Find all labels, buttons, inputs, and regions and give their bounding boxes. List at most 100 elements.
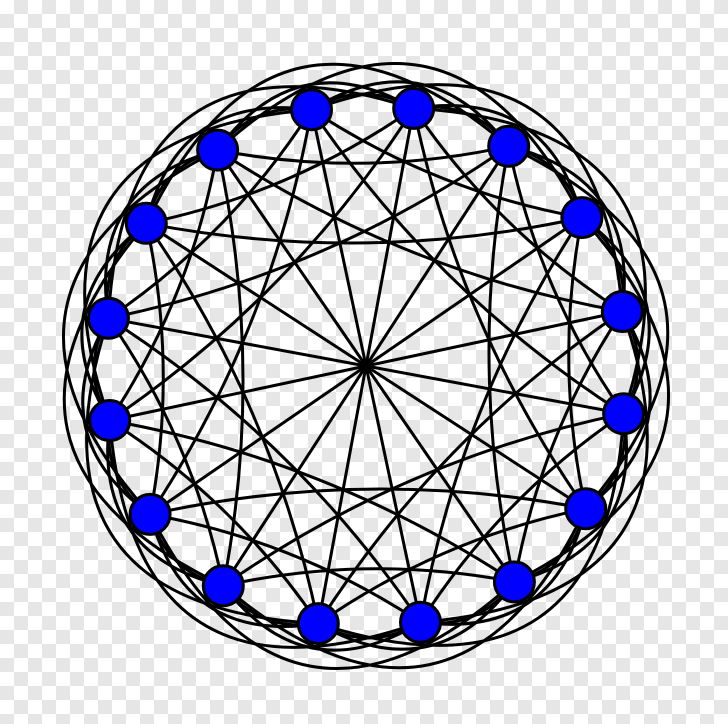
chord-edge-skip-5 [310, 108, 625, 415]
chord-edge-skip-3 [419, 412, 625, 624]
skip-2-arc-edge [144, 106, 312, 224]
chord-edge-skip-5 [487, 146, 516, 583]
spoke-edge [364, 365, 516, 583]
chord-edge-skip-5 [419, 216, 584, 623]
vertices-layer [86, 86, 646, 646]
chord-edge-skip-3 [107, 108, 313, 320]
chord-edge-skip-3 [149, 512, 422, 624]
outer-loop-edge [508, 144, 670, 510]
spoke-edge [364, 365, 422, 623]
skip-2-arc-edge [148, 514, 319, 628]
outer-loop-edge [420, 311, 649, 624]
outer-loop-edge [222, 508, 588, 670]
chord-edge-skip-3 [567, 217, 588, 510]
chord-edge-skip-5 [149, 487, 586, 516]
skip-2-arc-edge [514, 413, 628, 584]
spoke-edge [216, 149, 368, 367]
graph-vertex [124, 201, 168, 245]
skip-2-arc-edge [106, 420, 224, 588]
outer-loop-edge [148, 513, 516, 671]
graph-vertex [88, 399, 132, 442]
spoke-edge [364, 145, 510, 367]
spoke-edge [109, 364, 367, 422]
outer-loop-edge [216, 61, 584, 219]
chord-edge-skip-3 [317, 507, 587, 625]
spoke-edge [149, 364, 367, 516]
skip-2-arc-edge [216, 81, 415, 151]
chord-edge-skip-3 [144, 222, 165, 515]
graph-vertex [201, 564, 245, 608]
chord-edge-skip-5 [216, 149, 245, 586]
spoke-edge [365, 364, 587, 510]
skip-2-arc-edge [222, 584, 422, 652]
spoke-edge [365, 364, 624, 416]
graph-vertex [128, 492, 172, 536]
spoke-edge [145, 222, 367, 368]
chord-edge-skip-5 [146, 216, 583, 245]
graph-vertex [399, 600, 442, 644]
spoke-edge [365, 216, 583, 368]
chord-edge-skip-5 [107, 317, 422, 624]
skip-2-arc-edge [420, 508, 588, 626]
chord-edge-skip-3 [310, 108, 583, 220]
skip-2-arc-edge [104, 148, 218, 319]
chord-edge-skip-5 [145, 222, 320, 624]
spoke-edge [310, 109, 368, 367]
edges-layer [61, 61, 671, 671]
graph-vertex [296, 602, 340, 646]
skip-2-arc-edge [508, 144, 626, 312]
chord-edge-skip-3 [217, 144, 510, 165]
graph-vertex [86, 296, 130, 340]
outer-loop-edge [413, 106, 647, 415]
skip-2-arc-edge [80, 222, 148, 422]
chord-edge-skip-3 [145, 107, 415, 225]
graph-vertex [487, 124, 531, 168]
graph-vertex [602, 392, 646, 436]
skip-2-arc-edge [584, 310, 652, 510]
chord-edge-skip-5 [412, 108, 587, 510]
skip-2-arc-edge [81, 317, 151, 516]
outer-loop-edge [144, 62, 510, 224]
graph-vertex [560, 196, 604, 240]
graph-vertex [564, 487, 608, 531]
graph-vertex [290, 88, 333, 132]
outer-loop-edge [62, 222, 224, 588]
graph-vertex [392, 86, 436, 130]
chord-edge-skip-5 [317, 310, 624, 625]
skip-2-arc-edge [581, 216, 651, 415]
outer-loop-edge [108, 420, 421, 649]
chord-edge-skip-5 [108, 107, 415, 422]
outer-loop-edge [311, 83, 624, 312]
skip-2-arc-edge [317, 581, 516, 651]
chord-edge-skip-3 [507, 145, 625, 415]
graph-vertex [492, 560, 536, 604]
chord-edge-skip-3 [512, 310, 624, 583]
chord-edge-skip-5 [109, 419, 516, 584]
outer-loop-edge [85, 317, 319, 626]
chord-edge-skip-5 [108, 145, 510, 320]
chord-edge-skip-3 [108, 149, 220, 422]
skip-2-arc-edge [310, 80, 510, 148]
chord-edge-skip-3 [107, 317, 225, 587]
chord-edge-skip-3 [412, 107, 624, 313]
graph-vertex [196, 128, 240, 172]
chord-edge-skip-5 [216, 148, 623, 313]
chord-edge-skip-5 [222, 412, 624, 587]
spoke-edge [365, 310, 623, 368]
spoke-edge [364, 108, 416, 367]
chord-edge-skip-3 [108, 419, 320, 625]
spoke-edge [108, 316, 367, 368]
chord-edge-skip-5 [148, 109, 313, 516]
outer-loop-edge [83, 108, 312, 421]
spoke-edge [316, 365, 368, 624]
outer-loop-edge [106, 85, 415, 319]
outer-loop-edge [513, 216, 671, 584]
outer-loop-edge [61, 148, 219, 516]
outer-loop-edge [317, 413, 626, 647]
chord-edge-skip-3 [222, 567, 515, 588]
skip-2-arc-edge [413, 104, 584, 218]
graph-vertex [600, 290, 644, 333]
spoke-edge [222, 365, 368, 587]
